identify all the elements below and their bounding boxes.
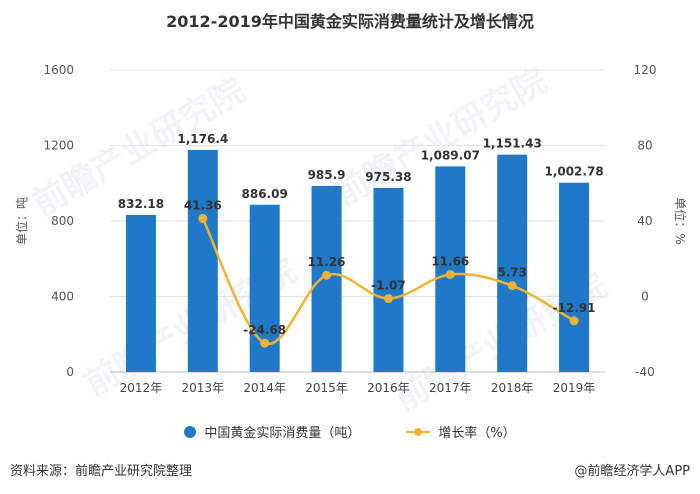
bar-value-label: 886.09 bbox=[242, 187, 288, 201]
growth-value-label: -12.91 bbox=[553, 301, 596, 315]
y-left-tick-label: 800 bbox=[51, 214, 74, 228]
legend-line-label: 增长率（%） bbox=[438, 426, 516, 441]
y-left-axis-title: 单位：吨 bbox=[14, 197, 29, 245]
bar bbox=[559, 182, 590, 372]
bar-value-label: 985.9 bbox=[308, 168, 346, 182]
x-tick-label: 2015年 bbox=[305, 381, 348, 395]
legend-bar-swatch bbox=[184, 425, 197, 438]
x-tick-label: 2019年 bbox=[553, 381, 596, 395]
bar-value-label: 1,002.78 bbox=[544, 165, 603, 179]
bar-value-label: 832.18 bbox=[118, 197, 164, 211]
legend-bar-label: 中国黄金实际消费量（吨） bbox=[204, 426, 361, 441]
x-tick-label: 2014年 bbox=[243, 381, 286, 395]
x-tick-label: 2018年 bbox=[491, 381, 534, 395]
x-tick-label: 2017年 bbox=[429, 381, 472, 395]
growth-point bbox=[322, 270, 332, 280]
y-right-tick-label: 80 bbox=[637, 139, 652, 153]
y-right-tick-label: 120 bbox=[634, 63, 657, 77]
bar-value-label: 975.38 bbox=[365, 170, 411, 184]
growth-point bbox=[569, 316, 579, 326]
y-right-tick-label: 0 bbox=[641, 290, 649, 304]
x-tick-label: 2016年 bbox=[367, 381, 410, 395]
growth-point bbox=[507, 281, 517, 291]
bar-value-label: 1,151.43 bbox=[483, 137, 542, 151]
y-left-tick-label: 1200 bbox=[43, 139, 74, 153]
y-right-tick-label: -40 bbox=[635, 365, 655, 379]
bar bbox=[187, 149, 218, 372]
bar bbox=[125, 214, 156, 372]
growth-value-label: 11.66 bbox=[431, 254, 469, 268]
growth-point bbox=[198, 213, 208, 223]
x-tick-label: 2012年 bbox=[120, 381, 163, 395]
legend: 中国黄金实际消费量（吨） 增长率（%） bbox=[0, 422, 700, 441]
growth-point bbox=[445, 269, 455, 279]
growth-value-label: 41.36 bbox=[184, 198, 222, 212]
growth-value-label: 5.73 bbox=[497, 266, 527, 280]
growth-point bbox=[260, 338, 270, 348]
bar bbox=[435, 166, 466, 372]
bar bbox=[497, 154, 528, 372]
bar-value-label: 1,176.4 bbox=[177, 132, 228, 146]
source-note: 资料来源：前瞻产业研究院整理 bbox=[10, 464, 193, 479]
y-left-tick-label: 0 bbox=[66, 365, 74, 379]
bar-value-label: 1,089.07 bbox=[421, 148, 480, 162]
bar bbox=[373, 187, 404, 372]
legend-line-swatch bbox=[406, 426, 431, 438]
growth-value-label: 11.26 bbox=[308, 255, 346, 269]
legend-item-line: 增长率（%） bbox=[406, 422, 516, 441]
growth-value-label: -1.07 bbox=[371, 279, 406, 293]
growth-point bbox=[383, 294, 393, 304]
app-credit: @前瞻经济学人APP bbox=[574, 464, 690, 479]
y-left-tick-label: 400 bbox=[51, 290, 74, 304]
x-tick-label: 2013年 bbox=[182, 381, 225, 395]
legend-item-bar: 中国黄金实际消费量（吨） bbox=[184, 422, 360, 441]
growth-value-label: -24.68 bbox=[243, 323, 286, 337]
y-right-tick-label: 40 bbox=[637, 214, 652, 228]
chart-title: 2012-2019年中国黄金实际消费量统计及增长情况 bbox=[166, 12, 534, 31]
y-right-axis-title: 单位：% bbox=[673, 197, 688, 244]
y-left-tick-label: 1600 bbox=[43, 63, 74, 77]
